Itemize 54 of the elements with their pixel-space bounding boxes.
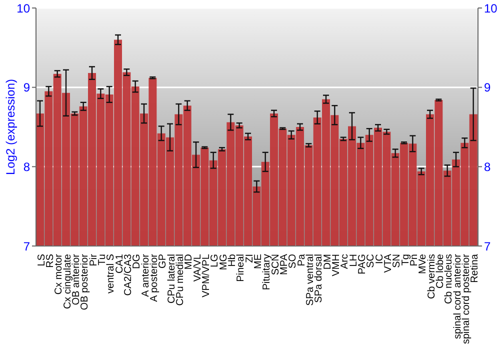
x-tick-label: A anterior: [140, 253, 152, 297]
x-tick-label: spinal cord anterior: [452, 253, 464, 340]
x-tick-label: MPA: [279, 254, 290, 275]
x-tick-label: Pir: [88, 253, 100, 266]
y2-tick-label: 7: [484, 239, 491, 254]
x-tick-label: IC: [374, 254, 386, 264]
x-tick-label: CA2/CA3: [123, 254, 134, 296]
x-tick-label: SN: [392, 254, 403, 268]
y2-tick-label: 8: [484, 160, 491, 174]
y-tick-label: 8: [23, 160, 30, 174]
x-tick-label: LS: [36, 254, 48, 266]
x-tick-label: DG: [132, 254, 143, 269]
x-tick-label: ventral S: [106, 254, 117, 294]
x-tick-label: SCN: [270, 254, 282, 276]
y2-tick-label: 9: [484, 80, 491, 95]
x-tick-label: Tu: [97, 254, 108, 266]
x-tick-label: Arc: [340, 254, 351, 269]
x-tick-label: RS: [45, 254, 56, 268]
x-tick-label: DM: [322, 254, 334, 270]
y-tick-label: 10: [16, 1, 30, 16]
x-tick-label: GP: [158, 254, 169, 268]
x-tick-label: SO: [288, 254, 299, 268]
y-tick-label: 7: [23, 239, 30, 254]
y-tick-label: 9: [23, 80, 30, 95]
x-tick-label: A posterior: [149, 253, 160, 302]
x-tick-label: SPa ventral: [305, 254, 316, 306]
y-axis-title: Log2 (expression): [3, 78, 18, 176]
x-tick-label: spinal cord posterior: [461, 253, 472, 344]
x-tick-label: LH: [348, 254, 360, 267]
x-tick-label: VPM/VPL: [201, 254, 212, 298]
x-tick-label: Pineal: [236, 254, 247, 282]
x-tick-label: OB anterior: [71, 253, 82, 306]
x-tick-label: Tg: [400, 254, 412, 266]
x-tick-label: OB posterior: [80, 253, 91, 310]
x-tick-label: Retina: [470, 254, 481, 283]
x-tick-label: SPa dorsal: [314, 254, 325, 303]
x-tick-label: VMH: [331, 254, 342, 276]
x-tick-label: PAG: [357, 254, 368, 274]
x-tick-label: ZI: [244, 254, 256, 263]
x-tick-label: CPu medial: [175, 254, 186, 306]
x-tick-label: Cb lobe: [435, 254, 446, 288]
x-tick-label: Pn: [409, 254, 420, 266]
x-tick-label: Pituitary: [262, 254, 273, 290]
x-tick-label: CA1: [114, 254, 126, 274]
x-tick-label: LG: [210, 254, 221, 268]
x-tick-label: Cb nucleus: [444, 254, 455, 304]
x-tick-label: Hb: [227, 254, 238, 267]
x-tick-label: Cx cingulate: [62, 254, 74, 310]
x-tick-label: SC: [366, 254, 377, 268]
x-tick-label: Pa: [296, 254, 308, 266]
x-tick-label: VTA: [383, 254, 394, 273]
x-tick-label: MVe: [418, 254, 429, 274]
x-tick-label: ME: [253, 254, 264, 269]
y2-tick-label: 10: [484, 1, 498, 16]
